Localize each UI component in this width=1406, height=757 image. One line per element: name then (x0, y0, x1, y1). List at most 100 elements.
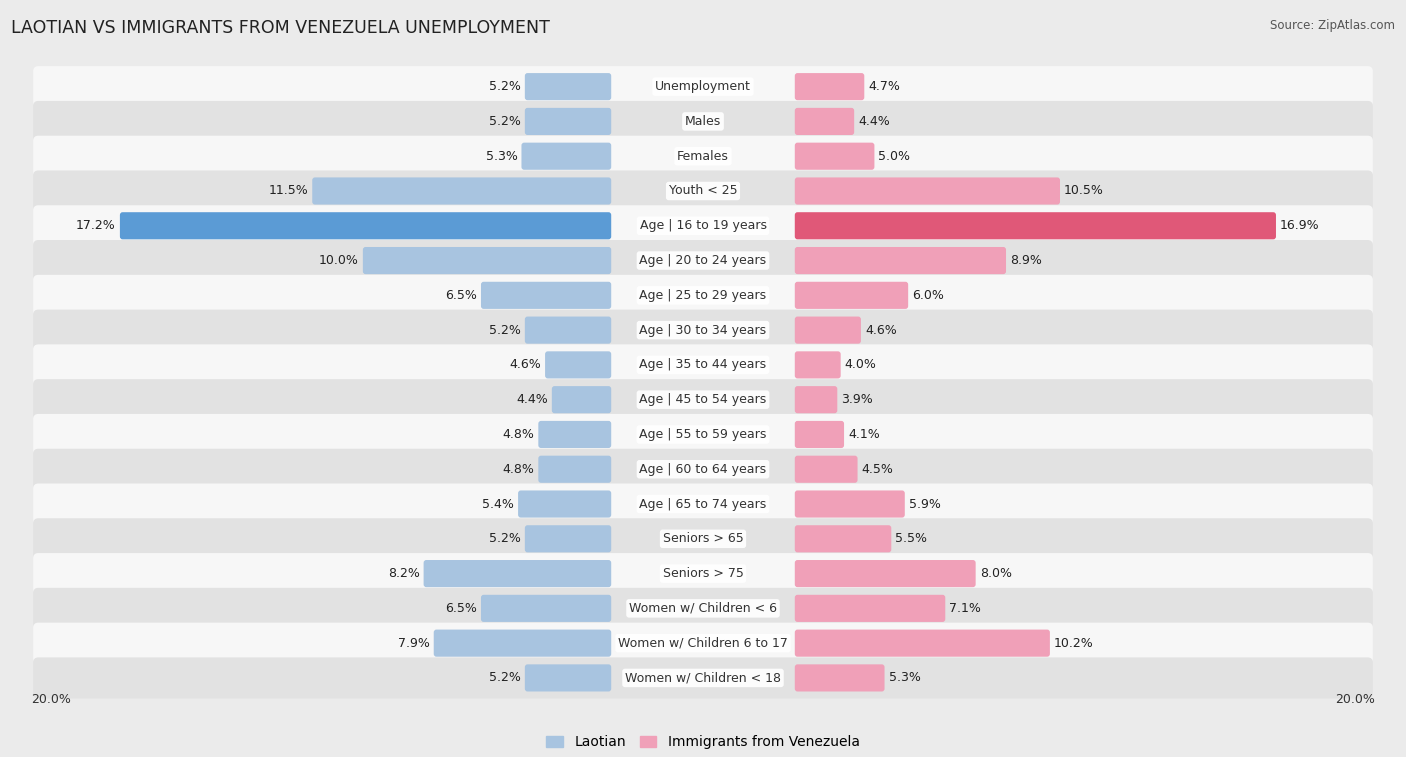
FancyBboxPatch shape (794, 560, 976, 587)
FancyBboxPatch shape (524, 525, 612, 553)
FancyBboxPatch shape (794, 247, 1007, 274)
Text: Males: Males (685, 115, 721, 128)
Text: 11.5%: 11.5% (269, 185, 308, 198)
Text: 8.0%: 8.0% (980, 567, 1012, 580)
FancyBboxPatch shape (34, 310, 1372, 350)
FancyBboxPatch shape (34, 379, 1372, 420)
FancyBboxPatch shape (794, 386, 838, 413)
Text: 6.5%: 6.5% (446, 602, 477, 615)
Text: Seniors > 75: Seniors > 75 (662, 567, 744, 580)
Text: 4.1%: 4.1% (848, 428, 880, 441)
FancyBboxPatch shape (34, 519, 1372, 559)
FancyBboxPatch shape (34, 275, 1372, 316)
Text: 5.4%: 5.4% (482, 497, 515, 510)
Text: 4.0%: 4.0% (845, 358, 876, 372)
FancyBboxPatch shape (312, 177, 612, 204)
FancyBboxPatch shape (538, 421, 612, 448)
Text: Women w/ Children 6 to 17: Women w/ Children 6 to 17 (619, 637, 787, 650)
FancyBboxPatch shape (34, 170, 1372, 211)
Text: 5.3%: 5.3% (889, 671, 921, 684)
Text: 7.1%: 7.1% (949, 602, 981, 615)
FancyBboxPatch shape (551, 386, 612, 413)
Text: Age | 60 to 64 years: Age | 60 to 64 years (640, 463, 766, 475)
FancyBboxPatch shape (34, 136, 1372, 176)
FancyBboxPatch shape (517, 491, 612, 518)
Text: Age | 35 to 44 years: Age | 35 to 44 years (640, 358, 766, 372)
Text: 4.6%: 4.6% (865, 323, 897, 337)
Text: 5.2%: 5.2% (489, 115, 520, 128)
Text: 5.5%: 5.5% (896, 532, 928, 545)
FancyBboxPatch shape (423, 560, 612, 587)
Text: Age | 16 to 19 years: Age | 16 to 19 years (640, 220, 766, 232)
FancyBboxPatch shape (34, 622, 1372, 664)
Text: 6.0%: 6.0% (912, 289, 943, 302)
Text: Age | 20 to 24 years: Age | 20 to 24 years (640, 254, 766, 267)
Text: 4.7%: 4.7% (869, 80, 900, 93)
FancyBboxPatch shape (794, 456, 858, 483)
Text: 10.0%: 10.0% (319, 254, 359, 267)
Text: 4.4%: 4.4% (516, 393, 548, 407)
FancyBboxPatch shape (34, 414, 1372, 455)
FancyBboxPatch shape (522, 142, 612, 170)
FancyBboxPatch shape (524, 316, 612, 344)
FancyBboxPatch shape (34, 449, 1372, 490)
Text: Age | 45 to 54 years: Age | 45 to 54 years (640, 393, 766, 407)
FancyBboxPatch shape (34, 553, 1372, 594)
Text: 5.2%: 5.2% (489, 323, 520, 337)
FancyBboxPatch shape (794, 107, 855, 135)
Text: Age | 25 to 29 years: Age | 25 to 29 years (640, 289, 766, 302)
Text: 5.2%: 5.2% (489, 532, 520, 545)
Text: 6.5%: 6.5% (446, 289, 477, 302)
FancyBboxPatch shape (794, 421, 844, 448)
FancyBboxPatch shape (34, 240, 1372, 281)
Text: 7.9%: 7.9% (398, 637, 430, 650)
FancyBboxPatch shape (794, 665, 884, 691)
Text: 5.2%: 5.2% (489, 671, 520, 684)
FancyBboxPatch shape (794, 177, 1060, 204)
Text: Youth < 25: Youth < 25 (669, 185, 737, 198)
FancyBboxPatch shape (524, 107, 612, 135)
Text: 4.5%: 4.5% (862, 463, 893, 475)
Text: Age | 65 to 74 years: Age | 65 to 74 years (640, 497, 766, 510)
Text: 4.6%: 4.6% (509, 358, 541, 372)
FancyBboxPatch shape (794, 491, 905, 518)
Text: 4.8%: 4.8% (502, 463, 534, 475)
FancyBboxPatch shape (363, 247, 612, 274)
Text: Age | 55 to 59 years: Age | 55 to 59 years (640, 428, 766, 441)
FancyBboxPatch shape (481, 282, 612, 309)
Text: 5.0%: 5.0% (879, 150, 911, 163)
FancyBboxPatch shape (794, 282, 908, 309)
Text: Women w/ Children < 18: Women w/ Children < 18 (626, 671, 780, 684)
FancyBboxPatch shape (34, 205, 1372, 246)
Text: 5.2%: 5.2% (489, 80, 520, 93)
Text: Age | 30 to 34 years: Age | 30 to 34 years (640, 323, 766, 337)
Text: Women w/ Children < 6: Women w/ Children < 6 (628, 602, 778, 615)
Text: 4.8%: 4.8% (502, 428, 534, 441)
FancyBboxPatch shape (34, 484, 1372, 525)
Text: 4.4%: 4.4% (858, 115, 890, 128)
Text: Source: ZipAtlas.com: Source: ZipAtlas.com (1270, 19, 1395, 32)
FancyBboxPatch shape (794, 595, 945, 622)
FancyBboxPatch shape (794, 351, 841, 378)
Text: 8.9%: 8.9% (1010, 254, 1042, 267)
Text: Females: Females (678, 150, 728, 163)
Text: Seniors > 65: Seniors > 65 (662, 532, 744, 545)
FancyBboxPatch shape (794, 212, 1277, 239)
FancyBboxPatch shape (481, 595, 612, 622)
FancyBboxPatch shape (120, 212, 612, 239)
Text: 3.9%: 3.9% (841, 393, 873, 407)
FancyBboxPatch shape (538, 456, 612, 483)
FancyBboxPatch shape (794, 525, 891, 553)
FancyBboxPatch shape (794, 73, 865, 100)
Text: 5.9%: 5.9% (908, 497, 941, 510)
FancyBboxPatch shape (546, 351, 612, 378)
Text: 10.2%: 10.2% (1054, 637, 1094, 650)
FancyBboxPatch shape (34, 344, 1372, 385)
Text: 20.0%: 20.0% (1334, 693, 1375, 706)
FancyBboxPatch shape (524, 665, 612, 691)
Text: 8.2%: 8.2% (388, 567, 419, 580)
Text: 16.9%: 16.9% (1279, 220, 1320, 232)
Legend: Laotian, Immigrants from Venezuela: Laotian, Immigrants from Venezuela (541, 730, 865, 755)
FancyBboxPatch shape (34, 66, 1372, 107)
FancyBboxPatch shape (794, 142, 875, 170)
